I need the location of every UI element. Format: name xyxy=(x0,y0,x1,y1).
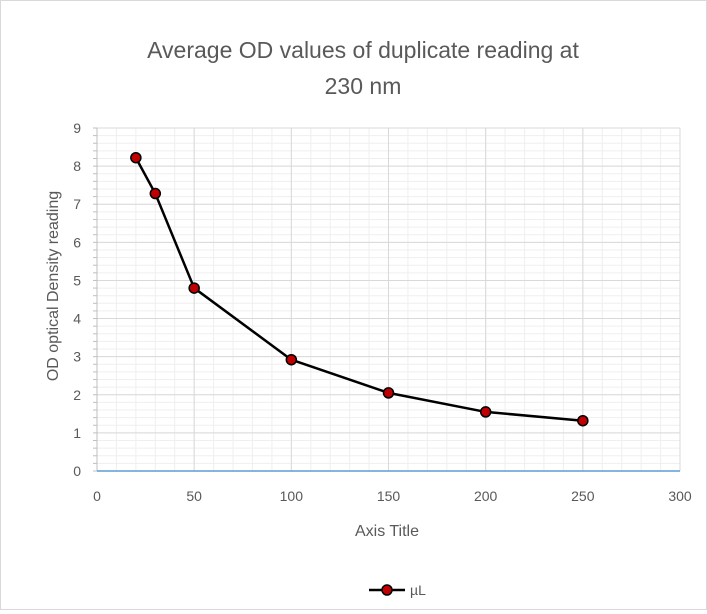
y-tick-label: 9 xyxy=(73,120,81,136)
y-tick-label: 2 xyxy=(73,387,81,403)
y-tick-label: 0 xyxy=(73,463,81,479)
data-point xyxy=(577,414,589,427)
legend-label: µL xyxy=(410,582,426,598)
y-tick-label: 6 xyxy=(73,234,81,250)
x-axis-title: Axis Title xyxy=(355,523,419,540)
chart-title-line-1: Average OD values of duplicate reading a… xyxy=(147,37,579,63)
data-point xyxy=(382,387,395,399)
axes: 0 1 2 3 4 5 6 7 8 9 0 50 100 150 200 250 300 xyxy=(73,120,692,504)
data-point xyxy=(130,151,142,164)
data-point xyxy=(149,187,162,200)
x-tick-label: 200 xyxy=(474,488,498,504)
x-tick-label: 0 xyxy=(93,488,101,504)
data-point xyxy=(479,406,492,418)
series-line xyxy=(134,157,583,422)
series-layer xyxy=(130,151,589,427)
y-axis-title: OD optical Density reading xyxy=(45,191,62,381)
y-tick-label: 5 xyxy=(73,272,81,288)
data-point xyxy=(285,353,298,366)
legend: µL xyxy=(369,582,426,598)
x-tick-label: 50 xyxy=(186,488,202,504)
chart-title-line-2: 230 nm xyxy=(325,73,402,99)
y-tick-label: 3 xyxy=(73,349,81,365)
y-tick-label: 4 xyxy=(73,311,81,327)
data-point xyxy=(188,282,200,294)
y-tick-label: 1 xyxy=(73,425,81,441)
x-tick-label: 250 xyxy=(571,488,595,504)
x-tick-label: 300 xyxy=(668,488,692,504)
y-tick-label: 7 xyxy=(73,196,81,212)
x-tick-label: 150 xyxy=(377,488,401,504)
grid xyxy=(96,127,681,472)
legend-marker xyxy=(381,584,393,596)
x-tick-label: 100 xyxy=(280,488,304,504)
y-tick-label: 8 xyxy=(73,158,81,174)
